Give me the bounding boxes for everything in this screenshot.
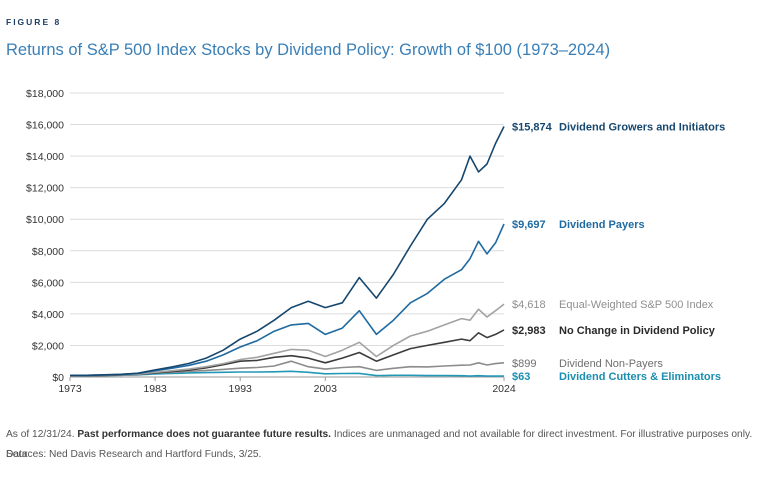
gridlines xyxy=(70,92,504,378)
y-tick-label: $10,000 xyxy=(26,214,64,226)
y-tick-label: $4,000 xyxy=(32,309,64,321)
series-line-no-change-in-dividend-policy xyxy=(69,329,505,377)
x-tick-label: 2024 xyxy=(492,383,516,395)
x-tick-label: 1973 xyxy=(58,383,82,395)
as-of-text: As of 12/31/24. xyxy=(6,429,75,440)
series-name-dividend-payers: Dividend Payers xyxy=(559,219,645,231)
x-tick-label: 1983 xyxy=(143,383,167,395)
y-tick-label: $2,000 xyxy=(32,340,64,352)
y-tick-label: $12,000 xyxy=(26,183,64,195)
end-labels: $15,874 Dividend Growers and Initiators $9… xyxy=(512,122,725,383)
y-tick-label: $16,000 xyxy=(26,120,64,132)
end-value-dividend-growers-and-initiators: $15,874 xyxy=(512,122,553,134)
series-line-dividend-payers xyxy=(69,223,505,377)
y-tick-labels: $0 $2,000 $4,000 $6,000 $8,000 $10,000 $12,000… xyxy=(26,88,64,384)
y-tick-label: $6,000 xyxy=(32,277,64,289)
chart-title: Returns of S&P 500 Index Stocks by Divid… xyxy=(6,41,611,59)
sources-note: Sources: Ned Davis Research and Hartford… xyxy=(6,449,262,460)
end-value-dividend-cutters-eliminators: $63 xyxy=(512,371,530,383)
series-line-equal-weighted-s-p-500-index xyxy=(70,303,505,377)
y-tick-label: $18,000 xyxy=(26,88,64,100)
series-line-dividend-cutters-eliminators xyxy=(69,370,505,377)
series-line-dividend-growers-and-initiators xyxy=(69,126,505,377)
end-value-no-change-in-dividend-policy: $2,983 xyxy=(512,325,546,337)
series-name-dividend-cutters-eliminators: Dividend Cutters & Eliminators xyxy=(559,371,721,383)
x-tick-labels: 1973 1983 1993 2003 2024 xyxy=(58,377,516,395)
performance-disclaimer: Past performance does not guarantee futu… xyxy=(77,429,332,440)
figure-label: FIGURE 8 xyxy=(6,17,62,27)
y-tick-label: $0 xyxy=(52,372,64,384)
y-tick-label: $8,000 xyxy=(32,246,64,258)
series-name-equal-weighted-s-p-500-index: Equal-Weighted S&P 500 Index xyxy=(559,299,714,311)
end-value-equal-weighted-s-p-500-index: $4,618 xyxy=(512,299,546,311)
x-tick-label: 2003 xyxy=(314,383,338,395)
end-value-dividend-non-payers: $899 xyxy=(512,358,536,370)
footnote-line-1: As of 12/31/24. Past performance does no… xyxy=(6,425,766,465)
end-value-dividend-payers: $9,697 xyxy=(512,219,546,231)
series-name-dividend-growers-and-initiators: Dividend Growers and Initiators xyxy=(559,122,725,134)
series-name-dividend-non-payers: Dividend Non-Payers xyxy=(559,358,663,370)
series-lines xyxy=(69,126,505,377)
disclaimer-text: Indices are unmanaged and not available … xyxy=(6,429,753,460)
x-tick-label: 1993 xyxy=(229,383,253,395)
series-name-no-change-in-dividend-policy: No Change in Dividend Policy xyxy=(559,325,716,337)
y-tick-label: $14,000 xyxy=(26,151,64,163)
